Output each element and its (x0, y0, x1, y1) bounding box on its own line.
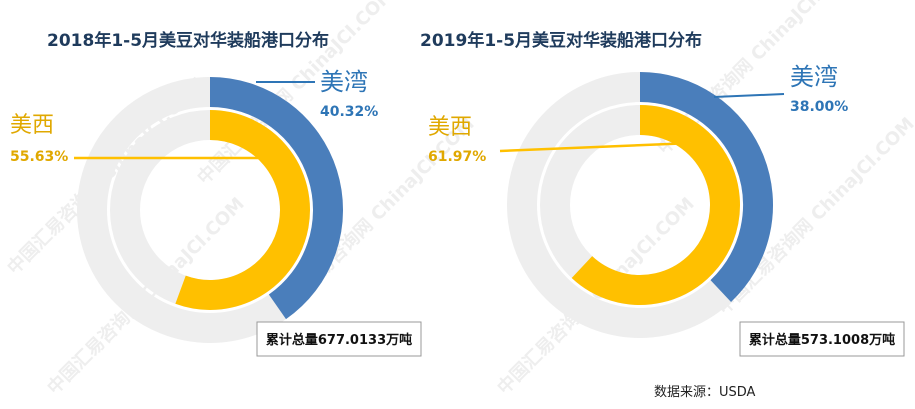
arc-us-west-2019 (571, 105, 740, 305)
value-us-west-2019: 61.97% (428, 149, 486, 165)
arc-us-west-2018 (175, 110, 310, 310)
total-box-2018 (256, 321, 422, 357)
arc-us-gulf-2018 (209, 77, 343, 320)
total-box-2019 (739, 321, 905, 357)
value-us-gulf-2018: 40.32% (320, 104, 378, 120)
chart-2019: 2019年1-5月美豆对华装船港口分布 美湾 38.00% 美西 61.97% … (420, 30, 905, 357)
data-source: 数据来源：USDA (654, 385, 756, 400)
value-us-gulf-2019: 38.00% (790, 99, 848, 115)
arc-us-gulf-2019 (639, 72, 773, 302)
label-us-west-2019: 美西 (428, 115, 472, 140)
value-us-west-2018: 55.63% (10, 149, 68, 165)
total-label-2018: 累计总量677.0133万吨 (266, 332, 412, 348)
total-label-2019: 累计总量573.1008万吨 (749, 332, 895, 348)
label-us-gulf-2018: 美湾 (320, 68, 368, 96)
chart-title-2018: 2018年1-5月美豆对华装船港口分布 (47, 30, 329, 51)
label-us-west-2018: 美西 (10, 113, 54, 138)
label-us-gulf-2019: 美湾 (790, 63, 838, 91)
leader-us-west-2019 (499, 141, 694, 153)
chart-title-2019: 2019年1-5月美豆对华装船港口分布 (420, 30, 702, 51)
leader-us-gulf-2019 (713, 93, 785, 98)
chart-2018: 2018年1-5月美豆对华装船港口分布 美湾 40.32% 美西 55.63% … (10, 30, 422, 357)
